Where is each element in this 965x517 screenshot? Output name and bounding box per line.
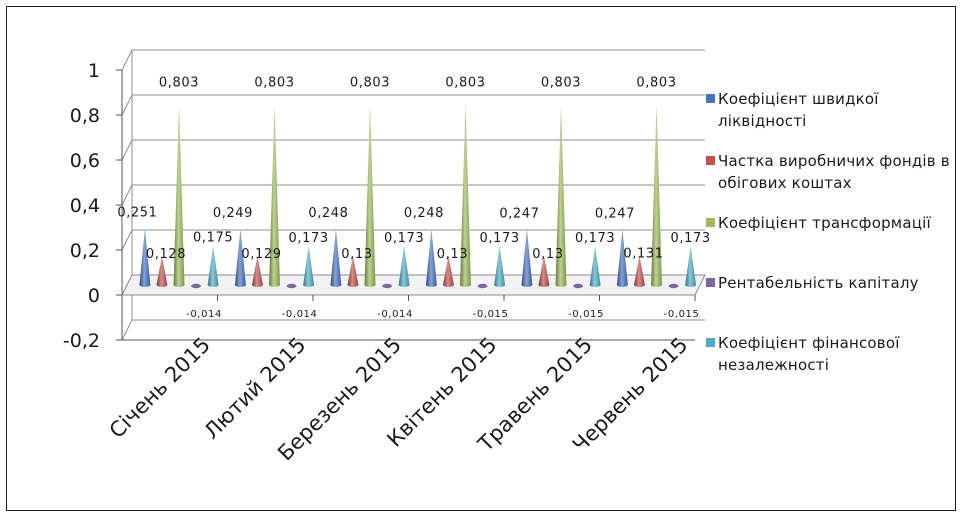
legend-label: Коефіцієнт швидкої ліквідності: [718, 90, 879, 130]
cone-mark: [443, 255, 454, 287]
legend-swatch: [706, 156, 715, 165]
cone-mark: [382, 283, 392, 289]
data-label: 0,249: [213, 206, 253, 221]
data-label: 0,13: [341, 247, 372, 262]
y-axis-tick-labels: -0,2 0 0,2 0,4 0,6 0,8 1: [63, 60, 100, 352]
data-label: 0,803: [159, 75, 199, 90]
cone-mark: [494, 246, 506, 287]
legend-label: Коефіцієнт фінансової незалежності: [718, 334, 900, 374]
gridline-depth: [121, 139, 133, 161]
legend-item-transformation: Коефіцієнт трансформації: [706, 212, 965, 234]
legend-item-quick-liquidity: Коефіцієнт швидкої ліквідності: [706, 88, 933, 132]
data-label: 0,803: [445, 75, 485, 90]
legend-label: Рентабельність капіталу: [718, 274, 919, 292]
data-label: 0,247: [499, 206, 539, 221]
gridline-depth: [121, 49, 133, 71]
y-tick-label: -0,2: [63, 330, 100, 352]
y-tick-label: 0,2: [70, 240, 100, 262]
chart-frame: [6, 6, 956, 511]
data-label: -0,014: [377, 309, 413, 320]
cone-mark: [573, 283, 583, 289]
y-tick-label: 0,8: [70, 105, 100, 127]
cone-mark: [286, 283, 297, 289]
cone-mark: [139, 228, 151, 287]
cone-mark: [521, 229, 533, 287]
cone-mark: [398, 246, 410, 287]
data-label: 0,251: [117, 206, 157, 221]
data-label: 0,13: [437, 247, 468, 262]
data-label: 0,803: [636, 75, 676, 90]
cone-mark: [191, 283, 201, 289]
cone-mark: [425, 229, 437, 287]
cone-mark: [364, 104, 376, 287]
data-label: 0,129: [241, 247, 281, 262]
data-label: -0,015: [664, 309, 700, 320]
gridline-depth: [121, 184, 133, 206]
data-label: 0,173: [671, 231, 711, 246]
data-label: 0,803: [254, 75, 294, 90]
data-label: 0,173: [289, 231, 329, 246]
data-label: -0,014: [186, 309, 222, 320]
data-labels: 0,251 0,128 0,803 -0,014 0,175 0,249 0,129 0,80…: [117, 75, 710, 320]
data-label: 0,131: [623, 247, 663, 262]
data-label: 0,173: [575, 231, 615, 246]
data-label: 0,248: [404, 206, 444, 221]
legend-item-financial-independence: Коефіцієнт фінансової незалежності: [706, 332, 933, 376]
legend-label: Частка виробничих фондів в обігових кошт…: [718, 152, 950, 192]
cone-mark: [207, 245, 219, 287]
cone-mark: [234, 228, 246, 287]
data-label: 0,175: [193, 231, 233, 246]
cone-mark: [156, 256, 168, 287]
cone-mark: [330, 229, 342, 287]
legend-swatch: [706, 338, 715, 347]
cone-mark: [589, 246, 601, 287]
cone-mark: [616, 229, 628, 287]
legend-item-capital-profitability: Рентабельність капіталу: [706, 272, 965, 294]
legend-label: Коефіцієнт трансформації: [718, 214, 931, 232]
cone-mark: [269, 104, 280, 287]
gridline-depth: [121, 229, 133, 251]
data-label: -0,014: [282, 309, 318, 320]
y-tick-label: 0: [88, 285, 100, 307]
data-label: -0,015: [568, 309, 604, 320]
legend-swatch: [706, 278, 715, 287]
data-label: 0,173: [384, 231, 424, 246]
data-label: 0,173: [480, 231, 520, 246]
axes: [116, 50, 706, 341]
cone-mark: [252, 255, 263, 287]
cone-mark: [668, 283, 679, 289]
cone-mark: [651, 104, 662, 287]
legend-swatch: [706, 218, 715, 227]
legend-swatch: [706, 94, 715, 103]
cone-mark: [347, 255, 359, 287]
gridline-depth: [121, 94, 133, 116]
data-cones: [139, 104, 697, 289]
gridlines: [121, 49, 705, 341]
data-label: 0,13: [532, 247, 563, 262]
data-label: 0,803: [541, 75, 581, 90]
cone-mark: [685, 246, 697, 287]
cone-mark: [460, 104, 471, 287]
legend-item-production-funds-share: Частка виробничих фондів в обігових кошт…: [706, 150, 965, 194]
cone-mark: [634, 255, 645, 287]
data-label: 0,247: [595, 206, 635, 221]
y-tick-label: 1: [88, 60, 100, 82]
data-label: 0,128: [146, 247, 186, 262]
data-label: -0,015: [473, 309, 509, 320]
cone-mark: [477, 283, 488, 289]
cone-mark: [173, 104, 185, 287]
y-tick-label: 0,4: [70, 195, 100, 217]
cone-mark: [303, 246, 315, 287]
cone-mark: [555, 104, 567, 287]
gridline-depth: [121, 319, 133, 341]
cone-mark: [538, 255, 550, 287]
data-label: 0,803: [350, 75, 390, 90]
data-label: 0,248: [308, 206, 348, 221]
y-tick-label: 0,6: [70, 150, 100, 172]
